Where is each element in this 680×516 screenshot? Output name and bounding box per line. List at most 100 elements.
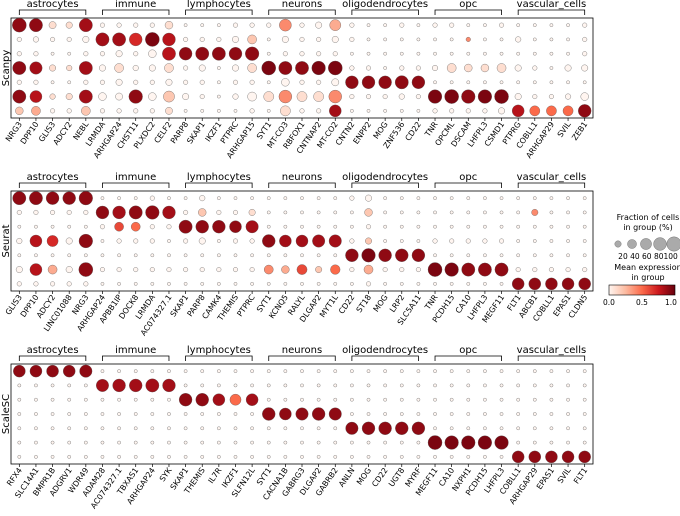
dot: [366, 412, 371, 416]
dot: [366, 51, 371, 56]
dot: [329, 104, 342, 118]
dot: [133, 455, 138, 459]
dot: [245, 220, 259, 234]
dot: [115, 50, 123, 58]
dot: [416, 397, 421, 402]
dot: [533, 426, 537, 431]
dot: [266, 210, 271, 215]
dot: [582, 397, 587, 402]
gene-group-bracket: [102, 9, 170, 15]
dot: [345, 421, 359, 435]
dot: [446, 63, 457, 73]
dot: [483, 397, 487, 402]
dot: [383, 210, 387, 215]
dot: [498, 107, 505, 115]
dot: [79, 89, 93, 104]
dot: [433, 397, 437, 402]
dot: [46, 235, 59, 247]
dot: [96, 379, 109, 392]
dot: [328, 89, 342, 104]
dot: [516, 397, 520, 402]
dot: [461, 89, 476, 104]
dot: [250, 426, 254, 431]
dot: [515, 36, 522, 43]
dot: [399, 455, 404, 459]
dot: [129, 378, 143, 393]
dot: [366, 369, 371, 373]
dot: [361, 421, 376, 435]
dot: [378, 248, 392, 262]
dot: [466, 80, 471, 85]
dot: [250, 383, 254, 388]
dot: [217, 196, 221, 200]
dot: [466, 210, 471, 215]
dot: [283, 383, 288, 388]
dot: [499, 51, 504, 56]
dot: [383, 109, 387, 113]
dot: [233, 109, 238, 113]
dot: [50, 281, 56, 287]
dot: [67, 383, 71, 388]
dot: [350, 412, 354, 416]
gene-group-label: astrocytes: [27, 345, 79, 356]
dot: [283, 282, 288, 286]
gene-group-bracket: [351, 355, 419, 361]
dot: [199, 36, 205, 42]
dot: [16, 281, 22, 287]
dot: [333, 455, 338, 459]
dot: [266, 109, 271, 113]
dot: [366, 455, 371, 459]
dot: [114, 221, 124, 232]
dot: [133, 238, 139, 244]
gene-group-label: astrocytes: [27, 0, 79, 10]
dot: [66, 108, 72, 114]
dot: [582, 36, 588, 42]
dot: [212, 220, 226, 234]
dot: [394, 75, 409, 90]
dot: [133, 412, 138, 416]
dot: [149, 238, 155, 244]
dot: [50, 108, 56, 114]
dot: [133, 397, 138, 402]
dot: [145, 205, 160, 220]
dot: [166, 267, 172, 273]
dot: [366, 397, 371, 402]
dot: [100, 267, 105, 273]
dot: [281, 265, 290, 274]
dot: [483, 224, 487, 229]
dot: [499, 253, 504, 258]
dot: [383, 51, 387, 56]
dot: [316, 426, 321, 431]
dot: [200, 23, 205, 27]
dot: [183, 412, 188, 416]
gene-group-label: oligodendrocytes: [342, 345, 428, 356]
dot: [350, 440, 354, 445]
dot: [366, 281, 371, 287]
dot: [366, 94, 371, 100]
dot: [149, 195, 155, 201]
dot: [217, 94, 221, 99]
dot: [582, 253, 587, 258]
dot: [78, 262, 94, 277]
dot: [133, 196, 138, 200]
dot: [266, 369, 271, 373]
dot: [50, 383, 55, 388]
dot: [529, 105, 541, 117]
dot: [150, 455, 155, 459]
dot: [549, 37, 554, 42]
dot: [217, 66, 221, 70]
dot: [266, 22, 272, 28]
dot: [395, 421, 409, 435]
dot: [516, 426, 520, 431]
dot: [549, 51, 554, 56]
dot: [533, 412, 537, 416]
dot: [199, 94, 205, 100]
dot: [378, 421, 392, 435]
dot: [499, 455, 504, 459]
dot: [233, 22, 238, 28]
dot: [250, 369, 254, 373]
dot: [416, 109, 421, 113]
dot: [67, 412, 71, 416]
dot: [266, 80, 271, 85]
dot: [494, 89, 509, 104]
